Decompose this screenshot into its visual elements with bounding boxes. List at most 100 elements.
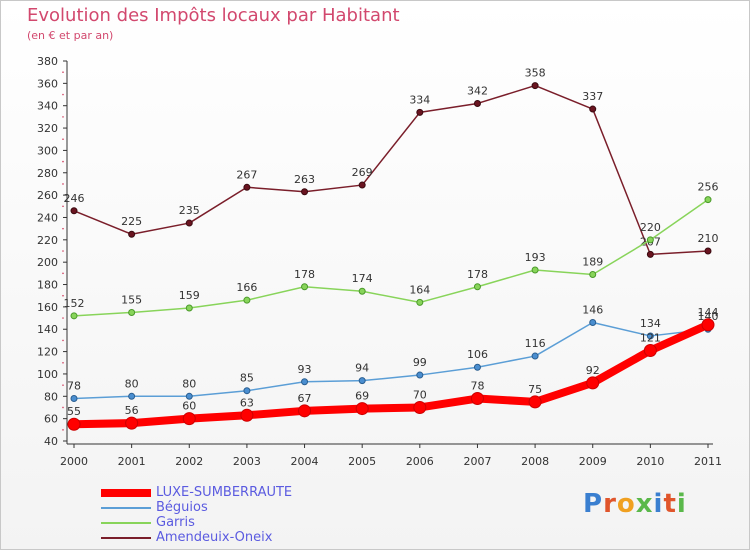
- y-tick-label: 140: [37, 323, 58, 336]
- data-label-garris: 220: [640, 221, 661, 234]
- data-point-luxe-sumberraute: [182, 412, 196, 426]
- series-line-luxe-sumberraute: [70, 320, 712, 429]
- chart-subtitle: (en € et par an): [27, 29, 114, 42]
- data-point-garris: [185, 304, 193, 312]
- y-tick-label: 300: [37, 144, 58, 157]
- chart-title: Evolution des Impôts locaux par Habitant: [27, 5, 400, 26]
- y-minor-dot: [62, 272, 64, 275]
- data-label-garris: 178: [467, 268, 488, 281]
- data-label-beguios: 85: [240, 372, 254, 385]
- x-tick-label: 2008: [521, 455, 549, 468]
- data-label-garris: 189: [582, 255, 603, 268]
- data-point-garris: [531, 266, 539, 274]
- y-tick-label: 260: [37, 189, 58, 202]
- data-label-luxe-sumberraute: 78: [470, 380, 484, 393]
- data-point-amendeuix-oneix: [704, 247, 712, 255]
- data-label-garris: 152: [64, 297, 85, 310]
- x-tick-label: 2009: [579, 455, 607, 468]
- logo-letter: i: [653, 489, 664, 519]
- data-label-beguios: 116: [525, 337, 546, 350]
- data-point-beguios: [531, 352, 539, 360]
- data-label-garris: 164: [409, 283, 430, 296]
- data-label-garris: 193: [525, 251, 546, 264]
- y-minor-dot: [62, 429, 64, 431]
- legend-item-amendeuix-oneix: Amendeuix-Oneix: [101, 530, 361, 546]
- y-tick-label: 380: [37, 55, 58, 68]
- data-point-amendeuix-oneix: [646, 250, 654, 258]
- data-point-amendeuix-oneix: [416, 108, 424, 116]
- y-minor-dot: [62, 294, 64, 297]
- data-point-beguios: [473, 363, 481, 371]
- legend-label-beguios: Béguios: [156, 500, 208, 515]
- legend-item-beguios: Béguios: [101, 500, 361, 516]
- y-minor-dot: [62, 205, 64, 208]
- data-label-luxe-sumberraute: 70: [413, 388, 427, 401]
- data-point-amendeuix-oneix: [589, 105, 597, 113]
- data-label-amendeuix-oneix: 269: [352, 166, 373, 179]
- data-label-amendeuix-oneix: 334: [409, 93, 430, 106]
- y-minor-dot: [62, 384, 64, 386]
- x-tick-label: 2005: [348, 455, 376, 468]
- data-label-amendeuix-oneix: 246: [64, 192, 85, 205]
- data-point-beguios: [70, 395, 78, 403]
- x-tick-label: 2004: [291, 455, 319, 468]
- data-label-beguios: 99: [413, 356, 427, 369]
- data-label-luxe-sumberraute: 63: [240, 396, 254, 409]
- y-minor-dot: [62, 406, 64, 409]
- data-point-amendeuix-oneix: [358, 181, 366, 189]
- data-point-garris: [704, 196, 712, 204]
- data-point-luxe-sumberraute: [701, 318, 715, 332]
- data-label-luxe-sumberraute: 92: [586, 364, 600, 377]
- logo-letter: o: [616, 489, 636, 519]
- y-tick-label: 280: [37, 167, 58, 180]
- series-line-beguios: [73, 321, 709, 400]
- y-minor-dot: [62, 71, 64, 73]
- data-label-beguios: 80: [125, 377, 139, 390]
- data-label-garris: 159: [179, 289, 200, 302]
- data-label-luxe-sumberraute: 144: [698, 306, 719, 319]
- data-label-amendeuix-oneix: 337: [582, 90, 603, 103]
- data-point-luxe-sumberraute: [470, 392, 484, 406]
- data-label-beguios: 140: [698, 310, 719, 323]
- data-point-amendeuix-oneix: [301, 188, 309, 196]
- data-point-luxe-sumberraute: [355, 402, 369, 416]
- y-minor-dot: [62, 339, 64, 342]
- y-tick-label: 340: [37, 100, 58, 113]
- series-line-garris: [73, 198, 709, 317]
- y-tick-label: 160: [37, 301, 58, 314]
- data-point-amendeuix-oneix: [70, 207, 78, 215]
- y-tick-label: 360: [37, 77, 58, 90]
- data-label-amendeuix-oneix: 358: [525, 67, 546, 80]
- legend-item-luxe-sumberraute: LUXE-SUMBERRAUTE: [101, 485, 361, 501]
- y-minor-dot: [62, 250, 64, 252]
- x-tick-label: 2007: [463, 455, 491, 468]
- data-label-luxe-sumberraute: 55: [67, 405, 81, 418]
- data-label-beguios: 80: [182, 377, 196, 390]
- legend-label-garris: Garris: [156, 515, 195, 530]
- data-point-luxe-sumberraute: [67, 417, 81, 431]
- data-point-beguios: [243, 387, 251, 395]
- data-point-luxe-sumberraute: [586, 376, 600, 390]
- y-minor-dot: [62, 160, 64, 163]
- y-minor-dot: [62, 116, 64, 118]
- data-label-amendeuix-oneix: 225: [121, 215, 142, 228]
- y-minor-dot: [62, 317, 64, 319]
- logo-letter: r: [603, 489, 617, 519]
- data-label-garris: 256: [698, 181, 719, 194]
- data-label-beguios: 94: [355, 362, 369, 375]
- data-point-beguios: [128, 392, 136, 400]
- x-tick-label: 2006: [406, 455, 434, 468]
- data-point-luxe-sumberraute: [643, 343, 657, 357]
- data-point-garris: [301, 283, 309, 291]
- data-point-beguios: [358, 377, 366, 385]
- data-label-garris: 174: [352, 272, 373, 285]
- legend-label-luxe-sumberraute: LUXE-SUMBERRAUTE: [156, 485, 293, 500]
- x-tick-label: 2003: [233, 455, 261, 468]
- data-point-amendeuix-oneix: [128, 230, 136, 238]
- data-point-beguios: [301, 378, 309, 386]
- data-point-garris: [243, 296, 251, 304]
- y-tick-label: 60: [44, 413, 58, 426]
- data-point-luxe-sumberraute: [125, 416, 139, 430]
- data-point-garris: [358, 287, 366, 295]
